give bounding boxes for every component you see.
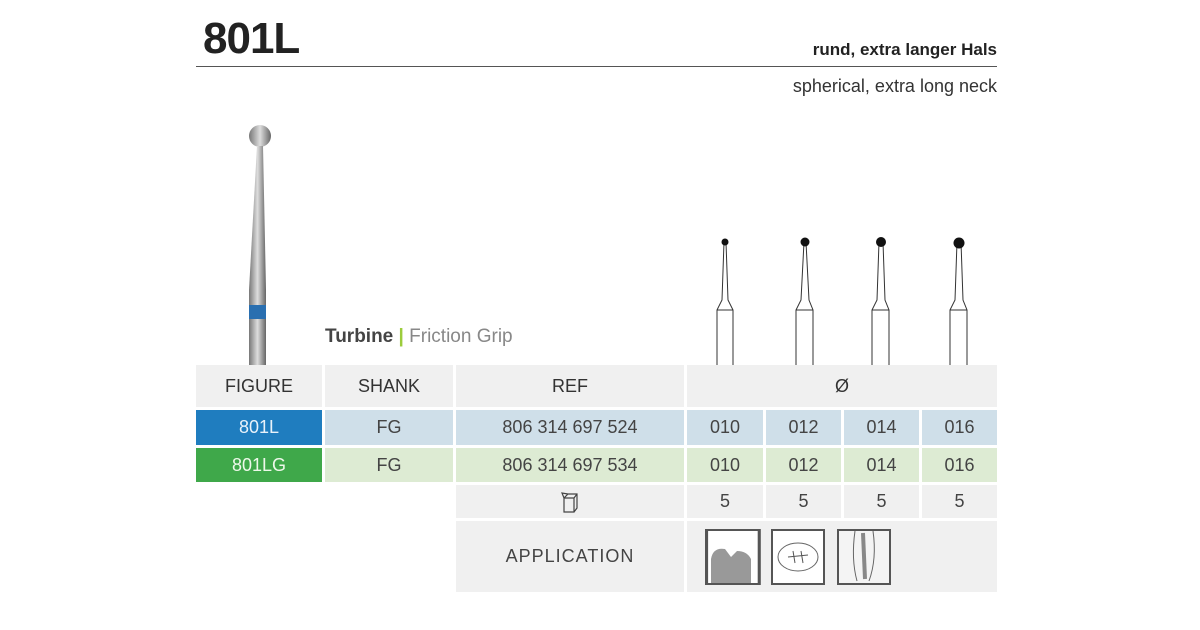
header-shank: SHANK [325,365,453,407]
header-diameter: Ø [687,365,997,407]
shank-cell: FG [325,410,453,445]
header-figure: FIGURE [196,365,322,407]
ref-cell: 806 314 697 534 [456,448,684,482]
size-cell: 010 [687,448,763,482]
product-title: 801L [203,14,300,63]
application-icons [687,521,997,592]
size-cell: 014 [844,410,919,445]
cavity-preparation-icon [705,529,761,585]
pack-qty-cell: 5 [922,485,997,518]
size-cell: 014 [844,448,919,482]
size-drawings [716,237,968,365]
caption-rest: Friction Grip [409,326,513,347]
size-cell: 016 [922,410,997,445]
figure-cell: 801L [196,410,322,445]
ref-cell: 806 314 697 524 [456,410,684,445]
size-cell: 012 [766,410,841,445]
divider [196,66,997,67]
pack-qty-cell: 5 [687,485,763,518]
subtitle-german: rund, extra langer Hals [812,40,997,59]
caption-separator: | [398,326,404,347]
size-cell: 016 [922,448,997,482]
occlusal-fissure-icon [771,529,825,585]
pack-qty-cell: 5 [766,485,841,518]
pack-qty-cell: 5 [844,485,919,518]
shank-type-caption: Turbine | Friction Grip [325,326,513,348]
figure-cell: 801LG [196,448,322,482]
header-ref: REF [456,365,684,407]
package-box-icon [456,485,684,518]
size-cell: 010 [687,410,763,445]
shank-cell: FG [325,448,453,482]
size-cell: 012 [766,448,841,482]
root-canal-icon [837,529,891,585]
caption-bold: Turbine [325,326,394,347]
application-label: APPLICATION [456,521,684,592]
subtitle-english: spherical, extra long neck [792,76,997,96]
bur-photo [249,125,271,365]
